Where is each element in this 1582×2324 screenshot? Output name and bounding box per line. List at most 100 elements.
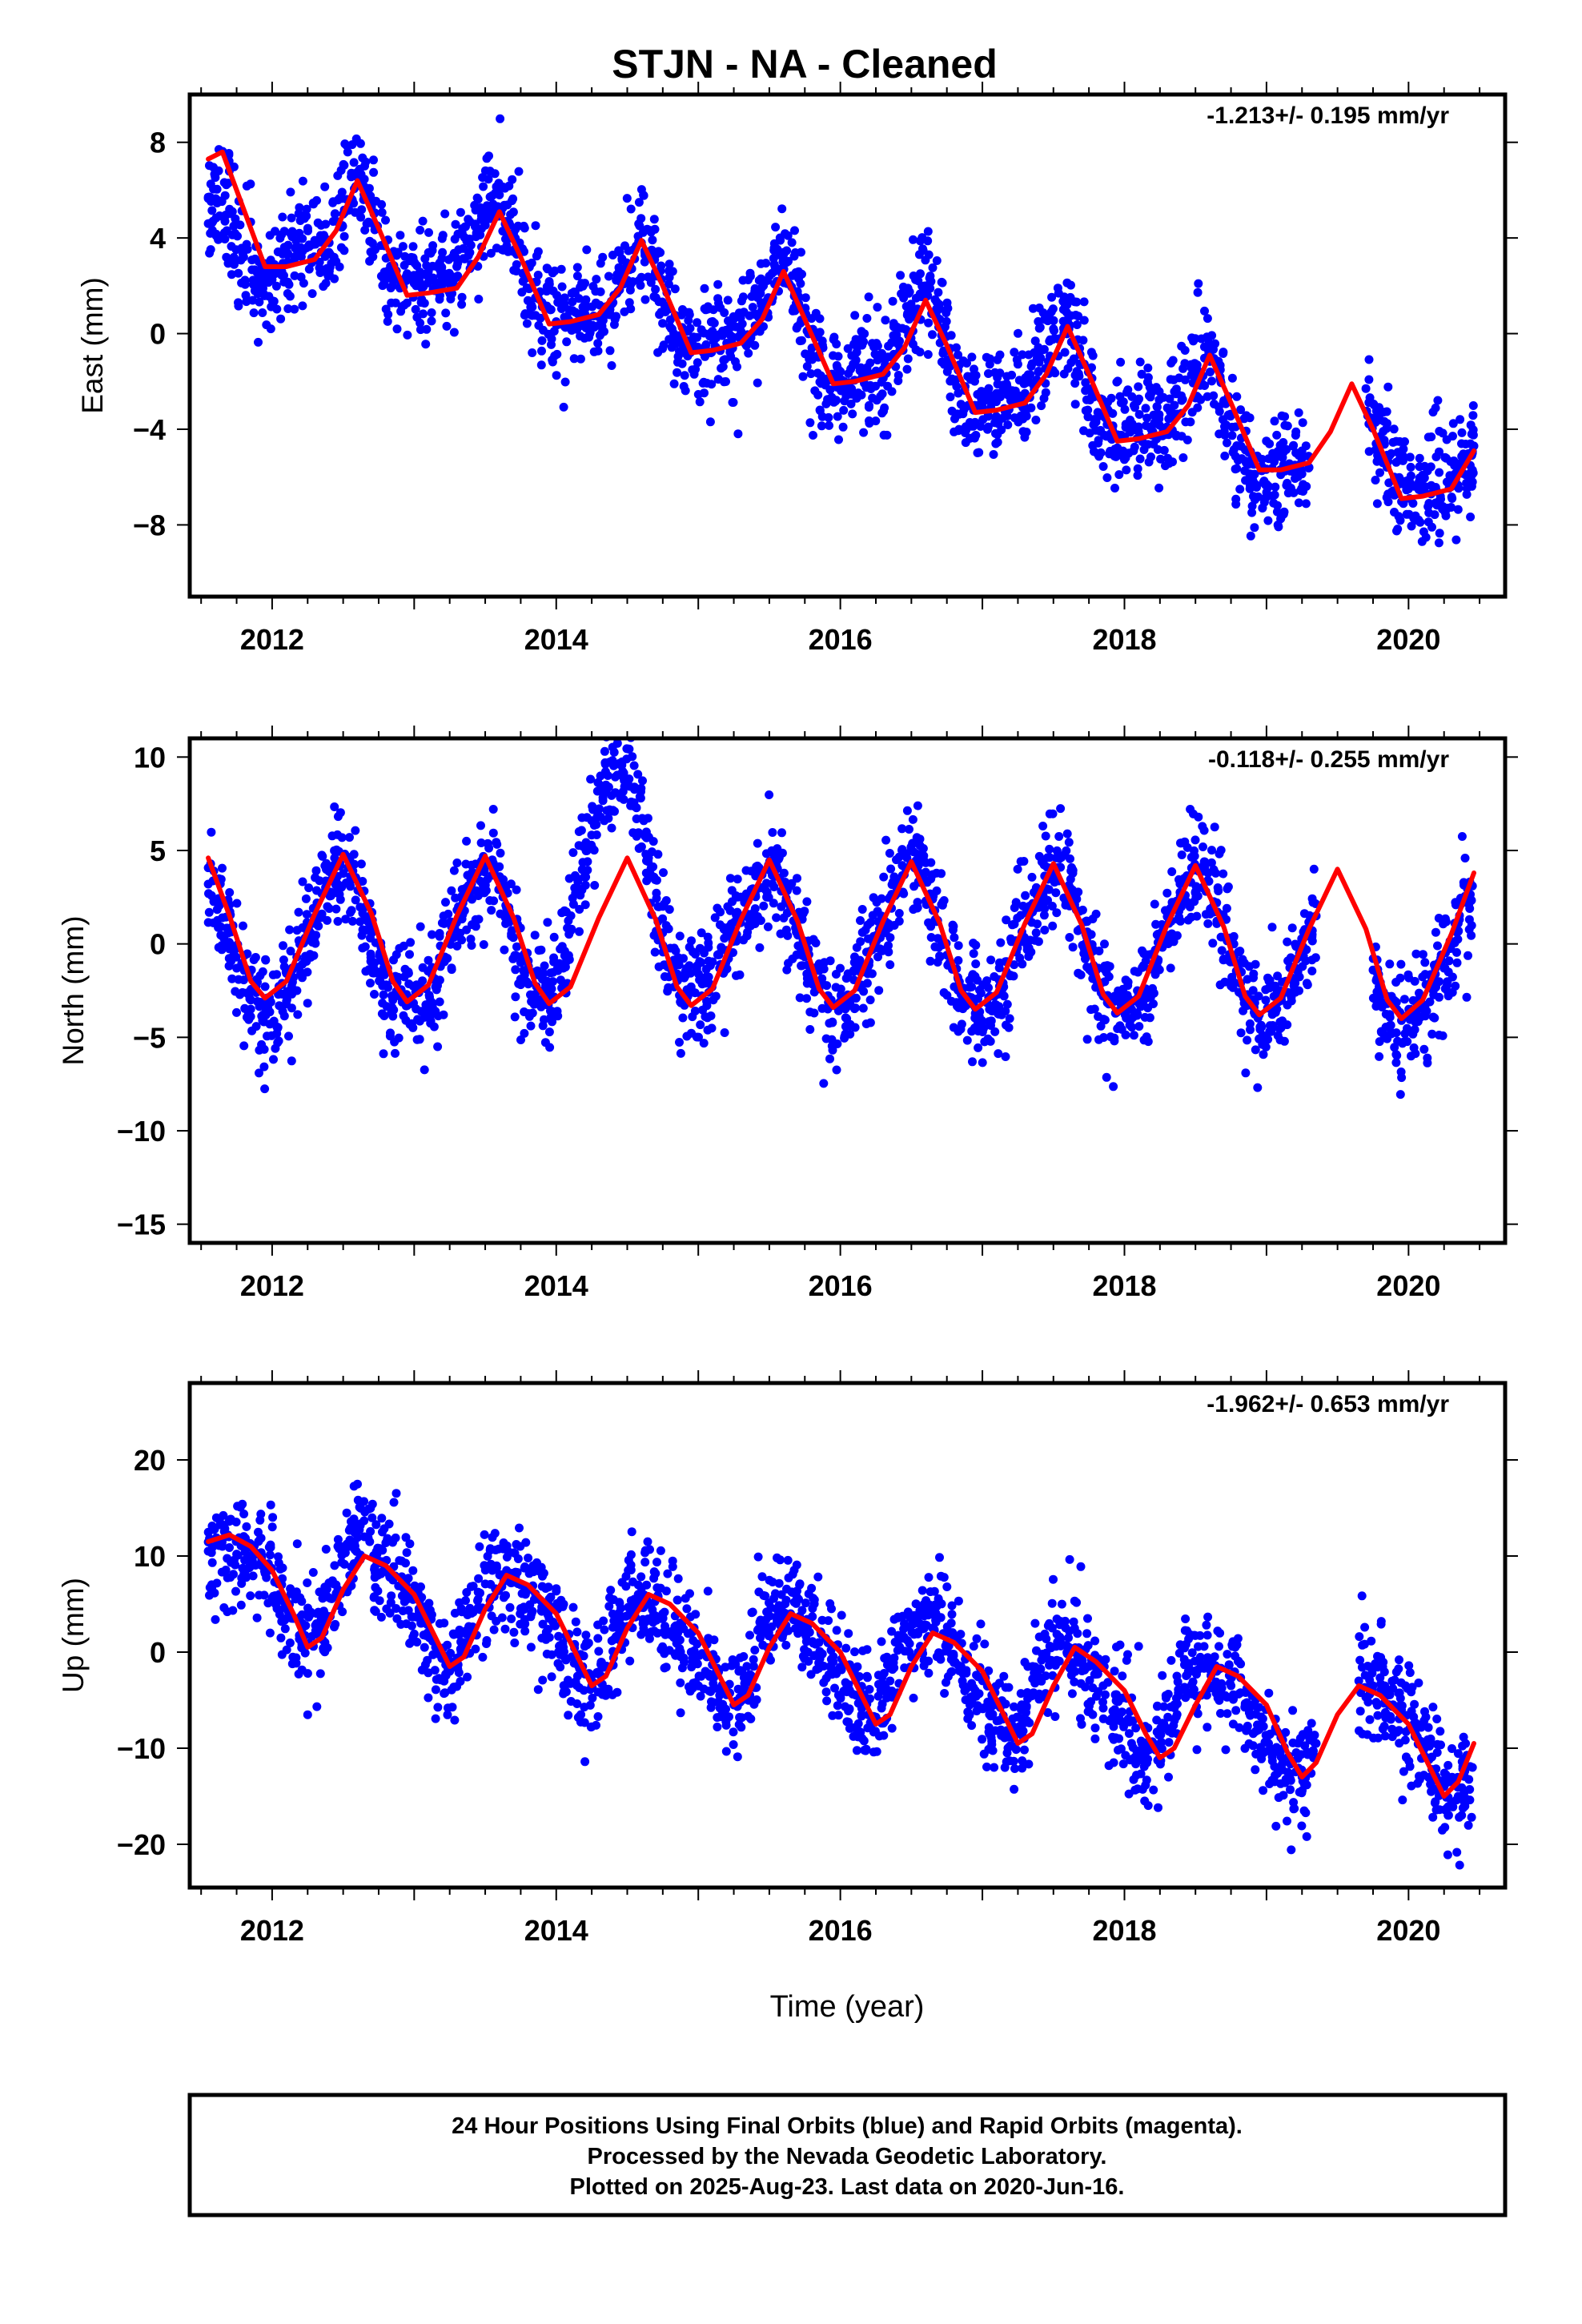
data-point bbox=[1096, 411, 1105, 420]
data-point bbox=[546, 968, 556, 978]
data-point bbox=[1404, 973, 1414, 983]
data-point bbox=[1170, 400, 1179, 410]
data-point bbox=[1156, 454, 1166, 464]
data-point bbox=[942, 367, 952, 376]
data-point bbox=[1287, 923, 1297, 933]
data-point bbox=[857, 927, 867, 937]
data-point bbox=[248, 1571, 258, 1581]
data-point bbox=[777, 204, 787, 214]
data-point bbox=[1010, 903, 1019, 912]
data-point bbox=[795, 993, 805, 1003]
data-point bbox=[1251, 1045, 1260, 1055]
data-point bbox=[995, 350, 1005, 360]
data-point bbox=[1219, 349, 1228, 358]
data-point bbox=[1384, 478, 1394, 488]
data-point bbox=[674, 960, 684, 970]
data-point bbox=[636, 280, 645, 290]
data-point bbox=[251, 284, 260, 293]
data-point bbox=[782, 258, 792, 267]
data-point bbox=[1167, 867, 1177, 876]
data-point bbox=[564, 874, 574, 883]
data-point bbox=[1034, 851, 1044, 861]
data-point bbox=[1228, 448, 1238, 457]
data-point bbox=[636, 787, 645, 797]
data-point bbox=[1399, 995, 1409, 1004]
data-point bbox=[970, 364, 978, 374]
data-point bbox=[1159, 445, 1169, 455]
data-point bbox=[1411, 949, 1421, 959]
data-point bbox=[1044, 885, 1054, 895]
data-point bbox=[1033, 919, 1042, 929]
data-point bbox=[226, 1573, 235, 1582]
data-point bbox=[833, 1039, 842, 1048]
data-point bbox=[954, 955, 963, 965]
data-point bbox=[231, 214, 240, 223]
x-tick-label: 2020 bbox=[1376, 1269, 1440, 1302]
data-point bbox=[438, 231, 448, 240]
data-point bbox=[938, 900, 947, 910]
data-point bbox=[636, 272, 646, 282]
data-point bbox=[738, 275, 748, 285]
data-point bbox=[952, 382, 962, 391]
data-point bbox=[670, 284, 680, 294]
data-point bbox=[994, 1009, 1003, 1019]
data-point bbox=[723, 902, 733, 911]
data-point bbox=[238, 987, 247, 997]
data-point bbox=[1223, 438, 1231, 448]
data-point bbox=[1006, 934, 1015, 943]
data-point bbox=[1115, 392, 1125, 401]
data-point bbox=[1271, 482, 1280, 492]
data-point bbox=[229, 949, 239, 959]
data-point bbox=[616, 793, 625, 802]
data-point bbox=[227, 1558, 236, 1567]
data-point bbox=[1391, 1050, 1401, 1059]
data-point bbox=[303, 999, 312, 1008]
data-point bbox=[779, 250, 789, 259]
data-point bbox=[1110, 484, 1119, 493]
data-point bbox=[1211, 868, 1220, 878]
x-tick-label: 2012 bbox=[240, 623, 304, 656]
data-point bbox=[697, 958, 706, 967]
data-point bbox=[1396, 959, 1406, 969]
data-point bbox=[361, 967, 371, 976]
data-point bbox=[619, 768, 628, 778]
data-point bbox=[879, 872, 889, 882]
data-point bbox=[950, 933, 959, 943]
data-point bbox=[1109, 1082, 1118, 1092]
data-point bbox=[562, 337, 572, 347]
data-point bbox=[755, 327, 765, 336]
data-point bbox=[634, 198, 644, 207]
data-point bbox=[472, 232, 480, 242]
data-point bbox=[260, 1084, 270, 1094]
data-point bbox=[1277, 411, 1287, 420]
data-point bbox=[902, 853, 912, 862]
data-point bbox=[714, 950, 724, 959]
data-point bbox=[881, 835, 891, 845]
data-point bbox=[223, 928, 233, 938]
data-point bbox=[1121, 975, 1130, 985]
data-point bbox=[543, 918, 552, 927]
data-point bbox=[885, 849, 894, 858]
data-point bbox=[1364, 375, 1374, 384]
data-point bbox=[227, 956, 235, 966]
data-point bbox=[923, 227, 933, 236]
data-point bbox=[216, 234, 226, 243]
data-point bbox=[586, 774, 596, 784]
data-point bbox=[640, 257, 649, 267]
data-point bbox=[654, 297, 664, 307]
data-point bbox=[1224, 410, 1233, 420]
data-point bbox=[234, 268, 243, 278]
data-point bbox=[883, 352, 893, 362]
data-point bbox=[1081, 386, 1090, 396]
data-point bbox=[604, 814, 613, 823]
data-point bbox=[954, 409, 964, 419]
data-point bbox=[1395, 436, 1404, 446]
data-point bbox=[1247, 508, 1257, 517]
data-point bbox=[313, 218, 323, 227]
data-point bbox=[343, 147, 352, 157]
data-point bbox=[574, 884, 584, 894]
data-point bbox=[457, 300, 467, 309]
data-point bbox=[1418, 950, 1427, 959]
data-point bbox=[1468, 401, 1478, 410]
